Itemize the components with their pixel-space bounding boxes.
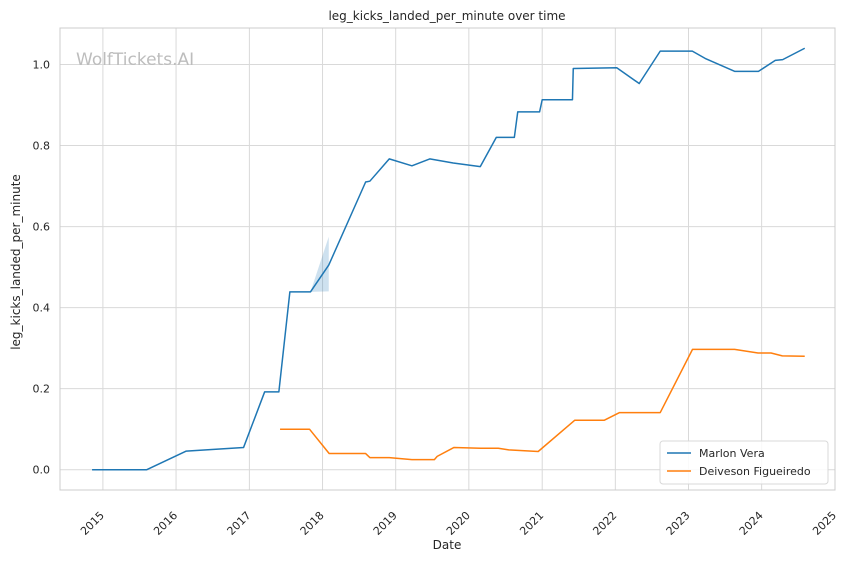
watermark: WolfTickets.AI — [76, 50, 194, 70]
legend-box — [659, 440, 829, 485]
series-lines — [92, 47, 806, 471]
y-tick-label: 0.6 — [33, 221, 51, 234]
y-tick-label: 1.0 — [33, 58, 51, 71]
y-tick-label: 0.2 — [33, 383, 51, 396]
series-line-marlon-vera — [92, 47, 806, 471]
y-tick-label: 0.4 — [33, 302, 51, 315]
y-tick-label: 0.8 — [33, 140, 51, 153]
legend-label-marlon-vera: Marlon Vera — [699, 447, 765, 460]
plot-frame — [59, 27, 836, 491]
y-tick-labels: 0.0 0.2 0.4 0.6 0.8 1.0 — [33, 58, 51, 476]
y-axis-title: leg_kicks_landed_per_minute — [9, 174, 23, 350]
legend-label-deiveson-figueiredo: Deiveson Figueiredo — [699, 465, 811, 478]
confidence-band-marlon-vera — [310, 236, 329, 292]
chart-title: leg_kicks_landed_per_minute over time — [328, 9, 565, 23]
x-axis-title: Date — [433, 538, 462, 552]
legend: Marlon Vera Deiveson Figueiredo — [659, 440, 829, 485]
y-tick-label: 0.0 — [33, 464, 51, 477]
series-line-deiveson-figueiredo — [280, 348, 805, 461]
confidence-bands — [310, 236, 329, 292]
